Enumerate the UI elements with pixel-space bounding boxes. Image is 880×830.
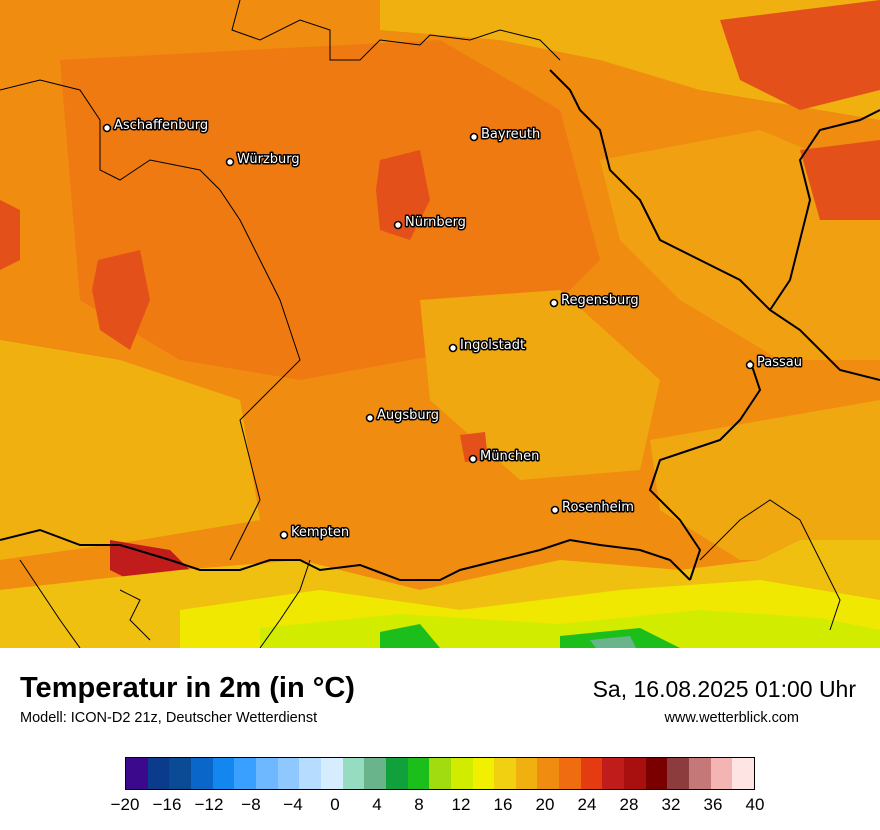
legend-swatch — [320, 758, 343, 789]
legend-swatch — [494, 758, 516, 789]
legend-swatch — [537, 758, 560, 789]
forecast-datetime: Sa, 16.08.2025 01:00 Uhr — [592, 676, 856, 702]
cool-patch-southeast — [650, 400, 880, 560]
legend-tick-label: 4 — [372, 795, 382, 814]
city-label: München — [480, 449, 539, 464]
legend-tick-label: −20 — [110, 795, 140, 814]
city-label: Augsburg — [377, 408, 439, 423]
cool-patch-east — [600, 130, 880, 360]
legend-tick-label: 24 — [577, 795, 597, 814]
legend-tick-label: 12 — [451, 795, 471, 814]
hot-spot-west — [92, 250, 150, 350]
city-marker-dot — [468, 454, 478, 464]
legend-swatch — [450, 758, 473, 789]
city-label: Passau — [757, 355, 802, 370]
legend-tick-label: −4 — [283, 795, 303, 814]
legend-swatch — [710, 758, 733, 789]
legend-swatch — [407, 758, 430, 789]
legend-swatch — [429, 758, 451, 789]
city-label: Bayreuth — [481, 127, 540, 142]
warm-region — [60, 40, 600, 380]
city-marker-dot — [225, 157, 235, 167]
cool-patch-center — [420, 290, 660, 480]
legend-tick-labels: −20 −16 −12 −8 −4 0 4 8 12 16 20 24 28 32 36 40 — [111, 795, 765, 817]
map-canvas: Aschaffenburg Würzburg Bayreuth Nürnberg Reg… — [0, 0, 880, 648]
legend-tick-label: 32 — [661, 795, 681, 814]
city-marker-dot — [469, 132, 479, 142]
legend-swatch — [277, 758, 300, 789]
legend-swatch — [342, 758, 365, 789]
city-marker-dot — [393, 220, 403, 230]
legend-swatch — [559, 758, 581, 789]
legend-swatch — [364, 758, 386, 789]
legend-tick-label: −12 — [194, 795, 224, 814]
legend-tick-label: 20 — [535, 795, 555, 814]
legend-swatch — [385, 758, 408, 789]
city-label: Würzburg — [237, 152, 300, 167]
city-marker-dot — [549, 298, 559, 308]
city-label: Rosenheim — [562, 500, 634, 515]
city-marker-dot — [279, 530, 289, 540]
alps-teal — [590, 636, 636, 648]
legend-tick-label: 8 — [414, 795, 424, 814]
temperature-map: Aschaffenburg Würzburg Bayreuth Nürnberg Reg… — [0, 0, 880, 648]
hot-spot-munich — [460, 432, 488, 462]
city-marker-dot — [365, 413, 375, 423]
city-marker-dot — [448, 343, 458, 353]
legend-tick-label: 40 — [745, 795, 765, 814]
city-label: Regensburg — [561, 293, 639, 308]
city-label: Ingolstadt — [460, 338, 525, 353]
cool-patch-west — [0, 340, 260, 560]
hot-spot-east — [800, 140, 880, 220]
legend-tick-label: 28 — [619, 795, 639, 814]
city-label: Kempten — [291, 525, 349, 540]
legend-swatch — [234, 758, 256, 789]
legend-swatch — [472, 758, 495, 789]
legend-swatch — [689, 758, 711, 789]
legend-swatch — [212, 758, 235, 789]
city-marker-dot — [102, 123, 112, 133]
legend-tick-label: 0 — [330, 795, 340, 814]
legend-swatch — [624, 758, 646, 789]
legend-swatch — [299, 758, 321, 789]
city-label: Aschaffenburg — [114, 118, 208, 133]
legend-tick-label: 16 — [493, 795, 513, 814]
city-marker-dot — [550, 505, 560, 515]
hot-spot-northeast — [720, 0, 880, 110]
legend-swatch — [126, 758, 148, 789]
legend-tick-label: −16 — [152, 795, 182, 814]
legend-swatch — [602, 758, 625, 789]
color-legend — [125, 757, 755, 790]
legend-swatch — [147, 758, 170, 789]
map-title: Temperatur in 2m (in °C) — [20, 672, 355, 704]
legend-swatch — [169, 758, 191, 789]
legend-tick-label: 36 — [703, 795, 723, 814]
country-borders — [0, 69, 880, 581]
legend-swatch — [255, 758, 278, 789]
alps-green-1 — [380, 624, 440, 648]
hot-spot-edge — [0, 200, 20, 270]
legend-tick-label: −8 — [241, 795, 261, 814]
legend-swatch — [580, 758, 603, 789]
legend-swatch — [190, 758, 213, 789]
city-markers: Aschaffenburg Würzburg Bayreuth Nürnberg Reg… — [102, 117, 803, 542]
website-link[interactable]: www.wetterblick.com — [664, 710, 799, 726]
model-info: Modell: ICON-D2 21z, Deutscher Wetterdie… — [20, 710, 318, 726]
city-marker-dot — [745, 360, 755, 370]
hot-spot-nurnberg — [376, 150, 430, 240]
legend-swatch — [515, 758, 538, 789]
legend-swatch — [645, 758, 668, 789]
city-label: Nürnberg — [405, 215, 466, 230]
state-borders — [0, 0, 841, 648]
legend-swatch — [667, 758, 690, 789]
legend-swatch — [732, 758, 755, 789]
